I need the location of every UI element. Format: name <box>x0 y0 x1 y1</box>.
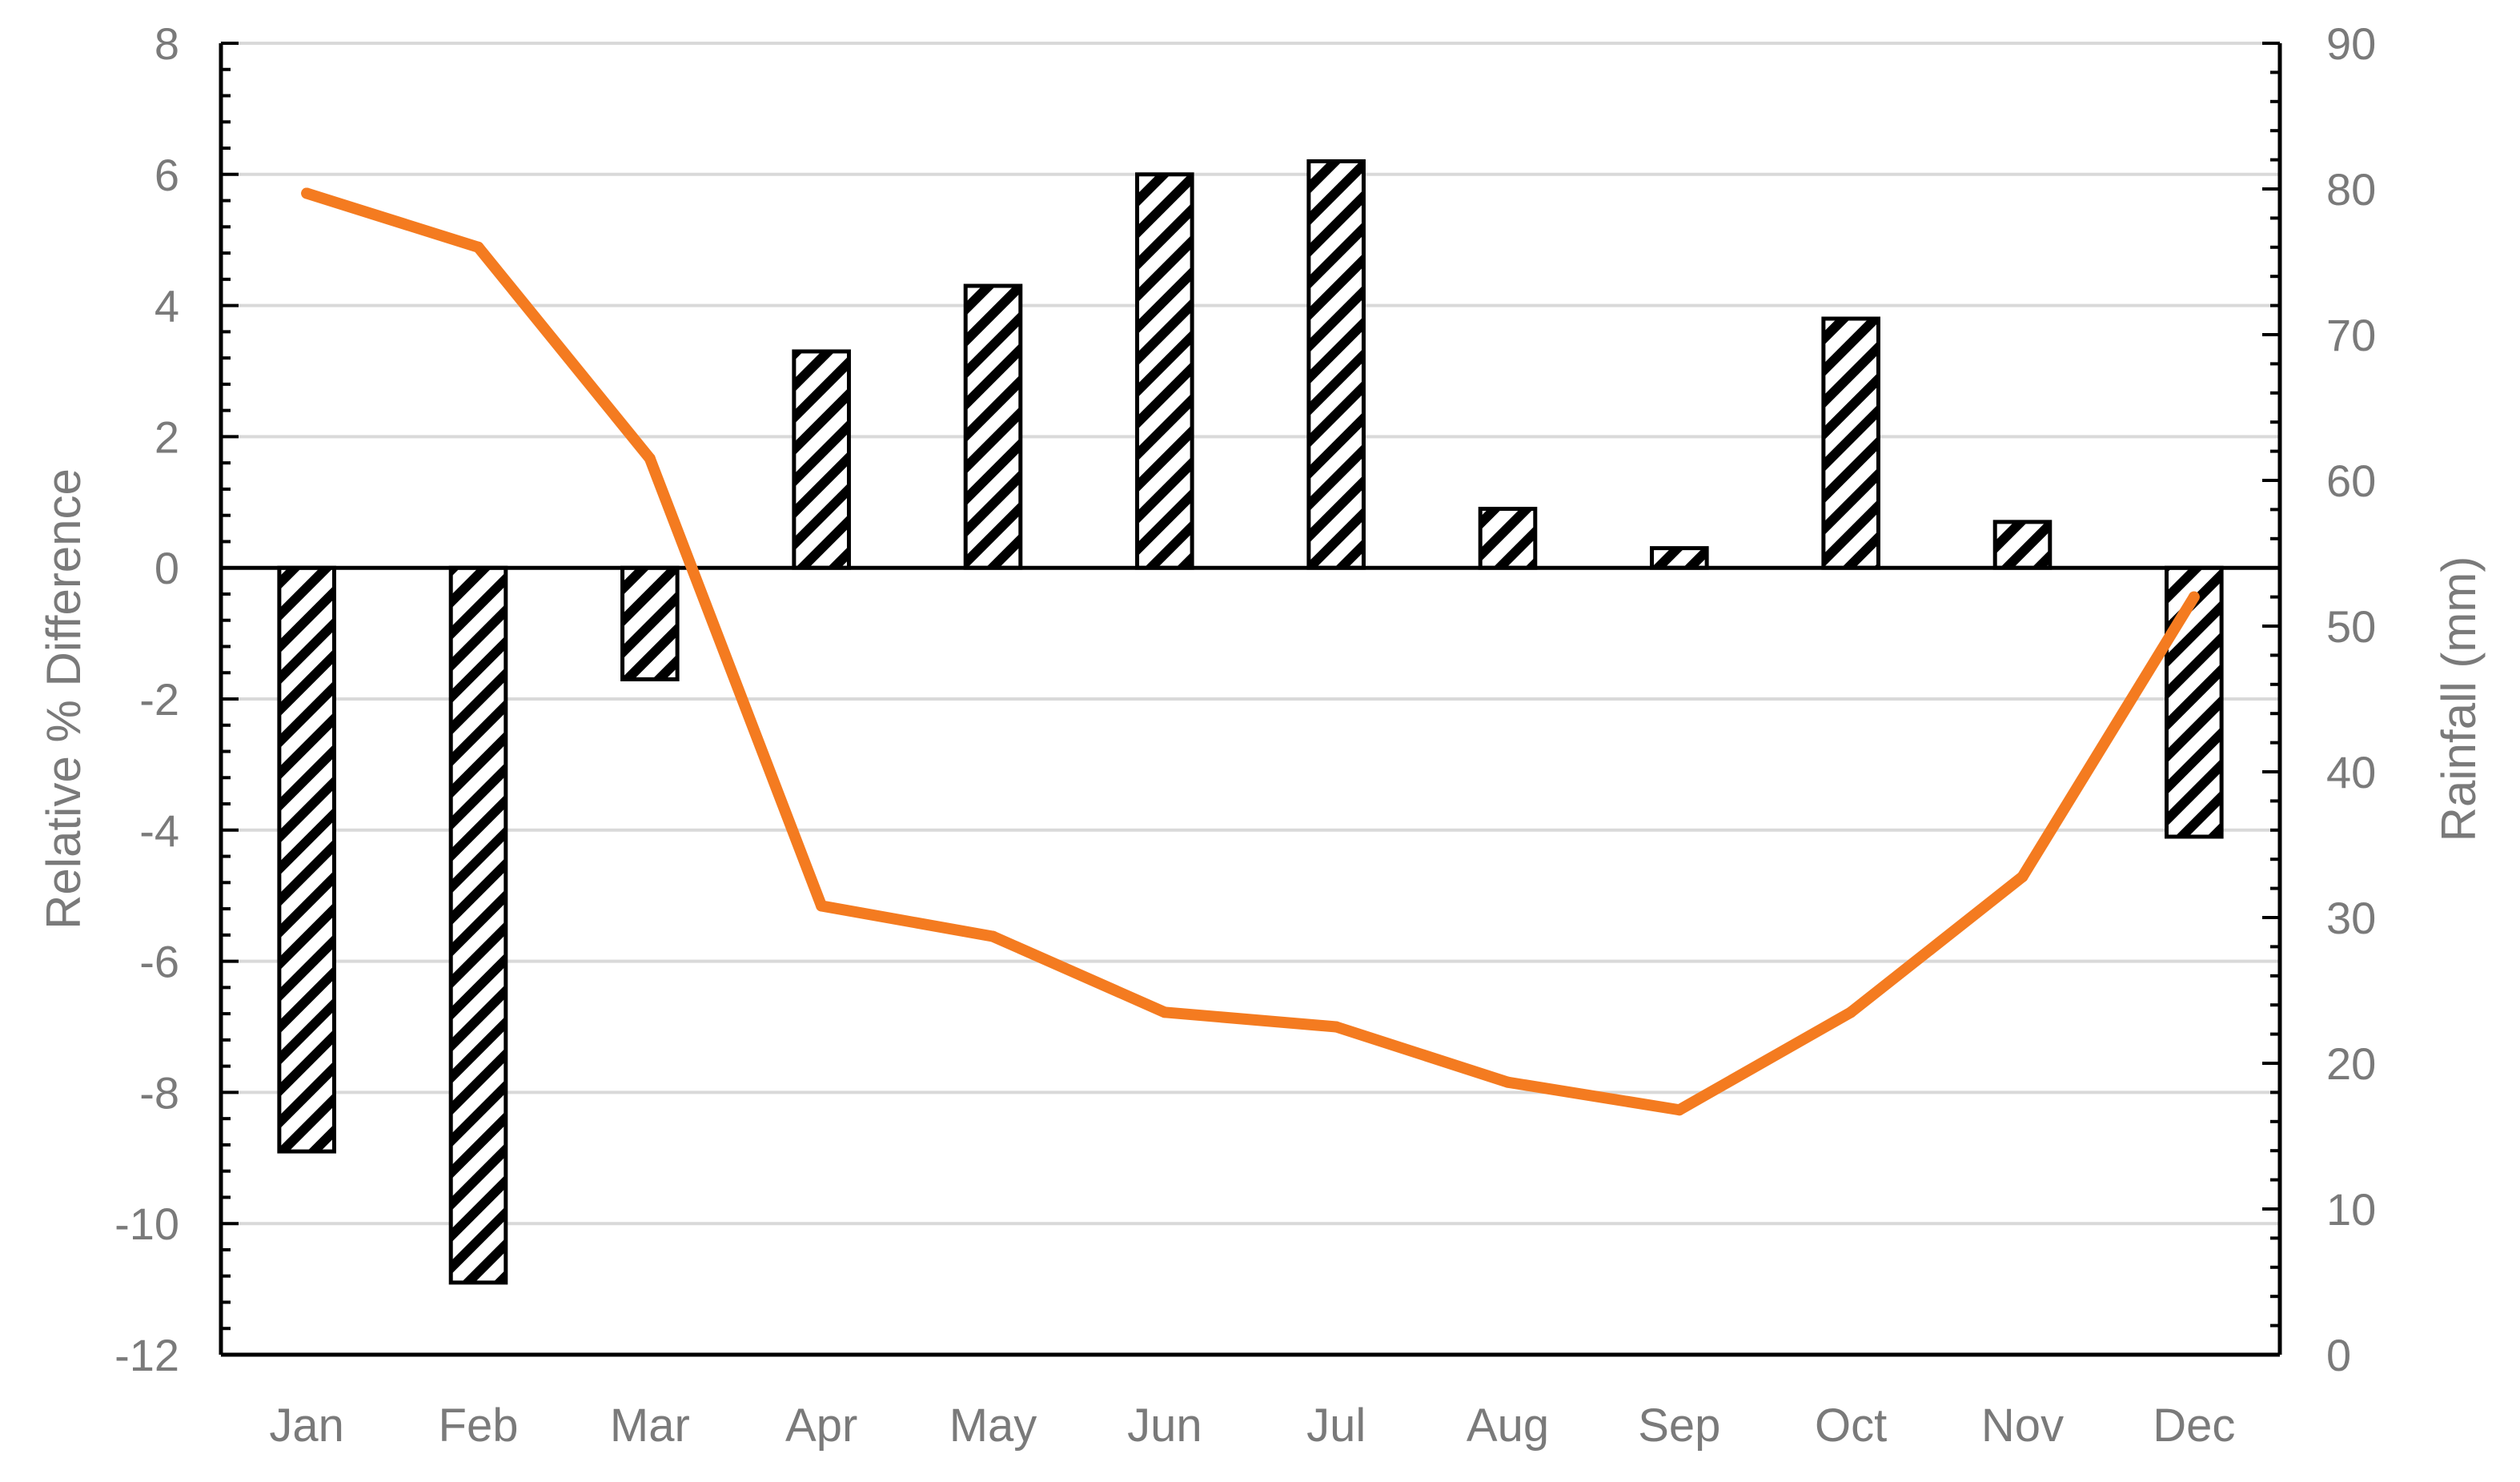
rainfall-point-mar <box>644 452 656 464</box>
axis-labels: 86420-2-4-6-8-10-129080706050403020100Ja… <box>37 18 2486 1452</box>
right-tick-label: 70 <box>2326 310 2376 360</box>
category-label-jul: Jul <box>1306 1400 1366 1452</box>
left-tick-label: 0 <box>154 543 179 593</box>
rainfall-point-apr <box>816 900 828 912</box>
left-tick-label: 6 <box>154 150 179 200</box>
rainfall-line <box>301 187 2200 1116</box>
left-tick-label: -4 <box>139 805 179 856</box>
rainfall-point-dec <box>2188 591 2200 603</box>
left-axis-title: Relative % Difference <box>37 468 90 930</box>
left-tick-label: 4 <box>154 281 179 331</box>
right-tick-label: 60 <box>2326 456 2376 506</box>
bar-jul <box>1306 159 1366 570</box>
left-tick-label: -2 <box>139 674 179 725</box>
right-tick-label: 10 <box>2326 1184 2376 1235</box>
right-tick-label: 30 <box>2326 893 2376 943</box>
bar-apr <box>792 349 851 570</box>
category-label-jan: Jan <box>269 1400 344 1452</box>
bar-jan <box>277 565 336 1154</box>
bar-mar <box>620 565 680 681</box>
category-label-mar: Mar <box>610 1400 690 1452</box>
left-tick-label: -10 <box>114 1199 179 1249</box>
gridlines <box>221 42 2280 1356</box>
rainfall-point-nov <box>2016 871 2028 883</box>
bar-series <box>277 159 2224 1285</box>
left-tick-label: -8 <box>139 1067 179 1118</box>
bar-oct <box>1821 316 1880 570</box>
category-label-apr: Apr <box>785 1400 857 1452</box>
rainfall-point-oct <box>1845 1006 1857 1018</box>
left-tick-label: -6 <box>139 937 179 987</box>
category-label-may: May <box>949 1400 1037 1452</box>
rainfall-point-may <box>987 930 999 942</box>
category-label-feb: Feb <box>439 1400 519 1452</box>
right-tick-label: 40 <box>2326 747 2376 797</box>
bar-dec <box>2165 565 2224 839</box>
category-label-jun: Jun <box>1127 1400 1202 1452</box>
right-tick-label: 20 <box>2326 1038 2376 1089</box>
right-tick-label: 50 <box>2326 601 2376 652</box>
left-tick-label: 8 <box>154 18 179 69</box>
bar-aug <box>1478 506 1538 570</box>
rainfall-line-series <box>301 187 2200 1116</box>
right-tick-label: 0 <box>2326 1330 2351 1380</box>
rainfall-point-jun <box>1158 1006 1170 1018</box>
rainfall-point-aug <box>1502 1076 1514 1088</box>
bar-sep <box>1650 546 1709 570</box>
category-label-sep: Sep <box>1638 1400 1720 1452</box>
bar-may <box>963 283 1023 570</box>
rainfall-point-jan <box>301 187 313 199</box>
axes <box>219 42 2282 1357</box>
rainfall-point-feb <box>472 241 484 253</box>
bar-jun <box>1135 172 1194 570</box>
category-label-dec: Dec <box>2153 1400 2235 1452</box>
category-label-nov: Nov <box>1981 1400 2064 1452</box>
left-tick-label: -12 <box>114 1330 179 1380</box>
right-tick-label: 90 <box>2326 18 2376 69</box>
bar-nov <box>1992 520 2053 570</box>
rainfall-point-jul <box>1330 1021 1342 1033</box>
right-tick-label: 80 <box>2326 164 2376 215</box>
category-label-oct: Oct <box>1815 1400 1887 1452</box>
right-axis-title: Rainfall (mm) <box>2432 556 2486 842</box>
bar-feb <box>448 565 508 1285</box>
left-tick-label: 2 <box>154 412 179 462</box>
rainfall-point-sep <box>1673 1104 1685 1116</box>
category-label-aug: Aug <box>1467 1400 1549 1452</box>
